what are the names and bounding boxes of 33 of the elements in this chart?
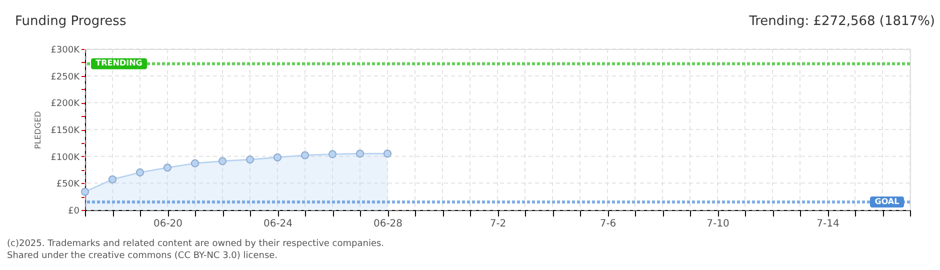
- ref-line-label: GOAL: [874, 196, 900, 206]
- x-tick-label: 06-28: [373, 218, 403, 230]
- y-tick-label: £50K: [56, 180, 81, 190]
- x-tick-label: 06-20: [153, 218, 183, 230]
- point: [273, 153, 282, 162]
- x-tick-label: 7-14: [816, 218, 840, 230]
- chart-subtitle: Trending: £272,568 (1817%): [748, 14, 935, 29]
- point: [218, 157, 227, 166]
- point: [108, 175, 117, 184]
- text: Shared under the creative commons (CC BY-NC 3.0) license.: [7, 251, 278, 261]
- y-tick-label: £150K: [50, 126, 81, 136]
- point: [246, 156, 254, 164]
- y-tick-label: £0: [68, 206, 80, 216]
- point: [328, 150, 337, 158]
- point: [300, 151, 310, 160]
- point: [383, 150, 392, 158]
- y-tick-label: £300K: [50, 46, 81, 56]
- y-axis-title: PLEDGED: [34, 111, 43, 149]
- point: [190, 159, 200, 168]
- x-tick-label: 7-2: [490, 218, 506, 230]
- point: [356, 150, 364, 158]
- chart-title: Funding Progress: [15, 14, 126, 29]
- x-tick-label: 7-6: [600, 218, 616, 230]
- x-tick-label: 7-10: [706, 218, 730, 230]
- y-tick-label: £200K: [50, 99, 81, 110]
- point: [163, 164, 172, 172]
- point: [80, 188, 90, 196]
- y-tick-label: £250K: [50, 72, 81, 82]
- y-tick-label: £100K: [50, 152, 81, 163]
- x-tick-label: 06-24: [263, 218, 293, 230]
- point: [136, 168, 144, 176]
- ref-line-label: TRENDING: [96, 58, 142, 68]
- text: (c)2025. Trademarks and related content are owned by their respective companies.: [7, 239, 384, 249]
